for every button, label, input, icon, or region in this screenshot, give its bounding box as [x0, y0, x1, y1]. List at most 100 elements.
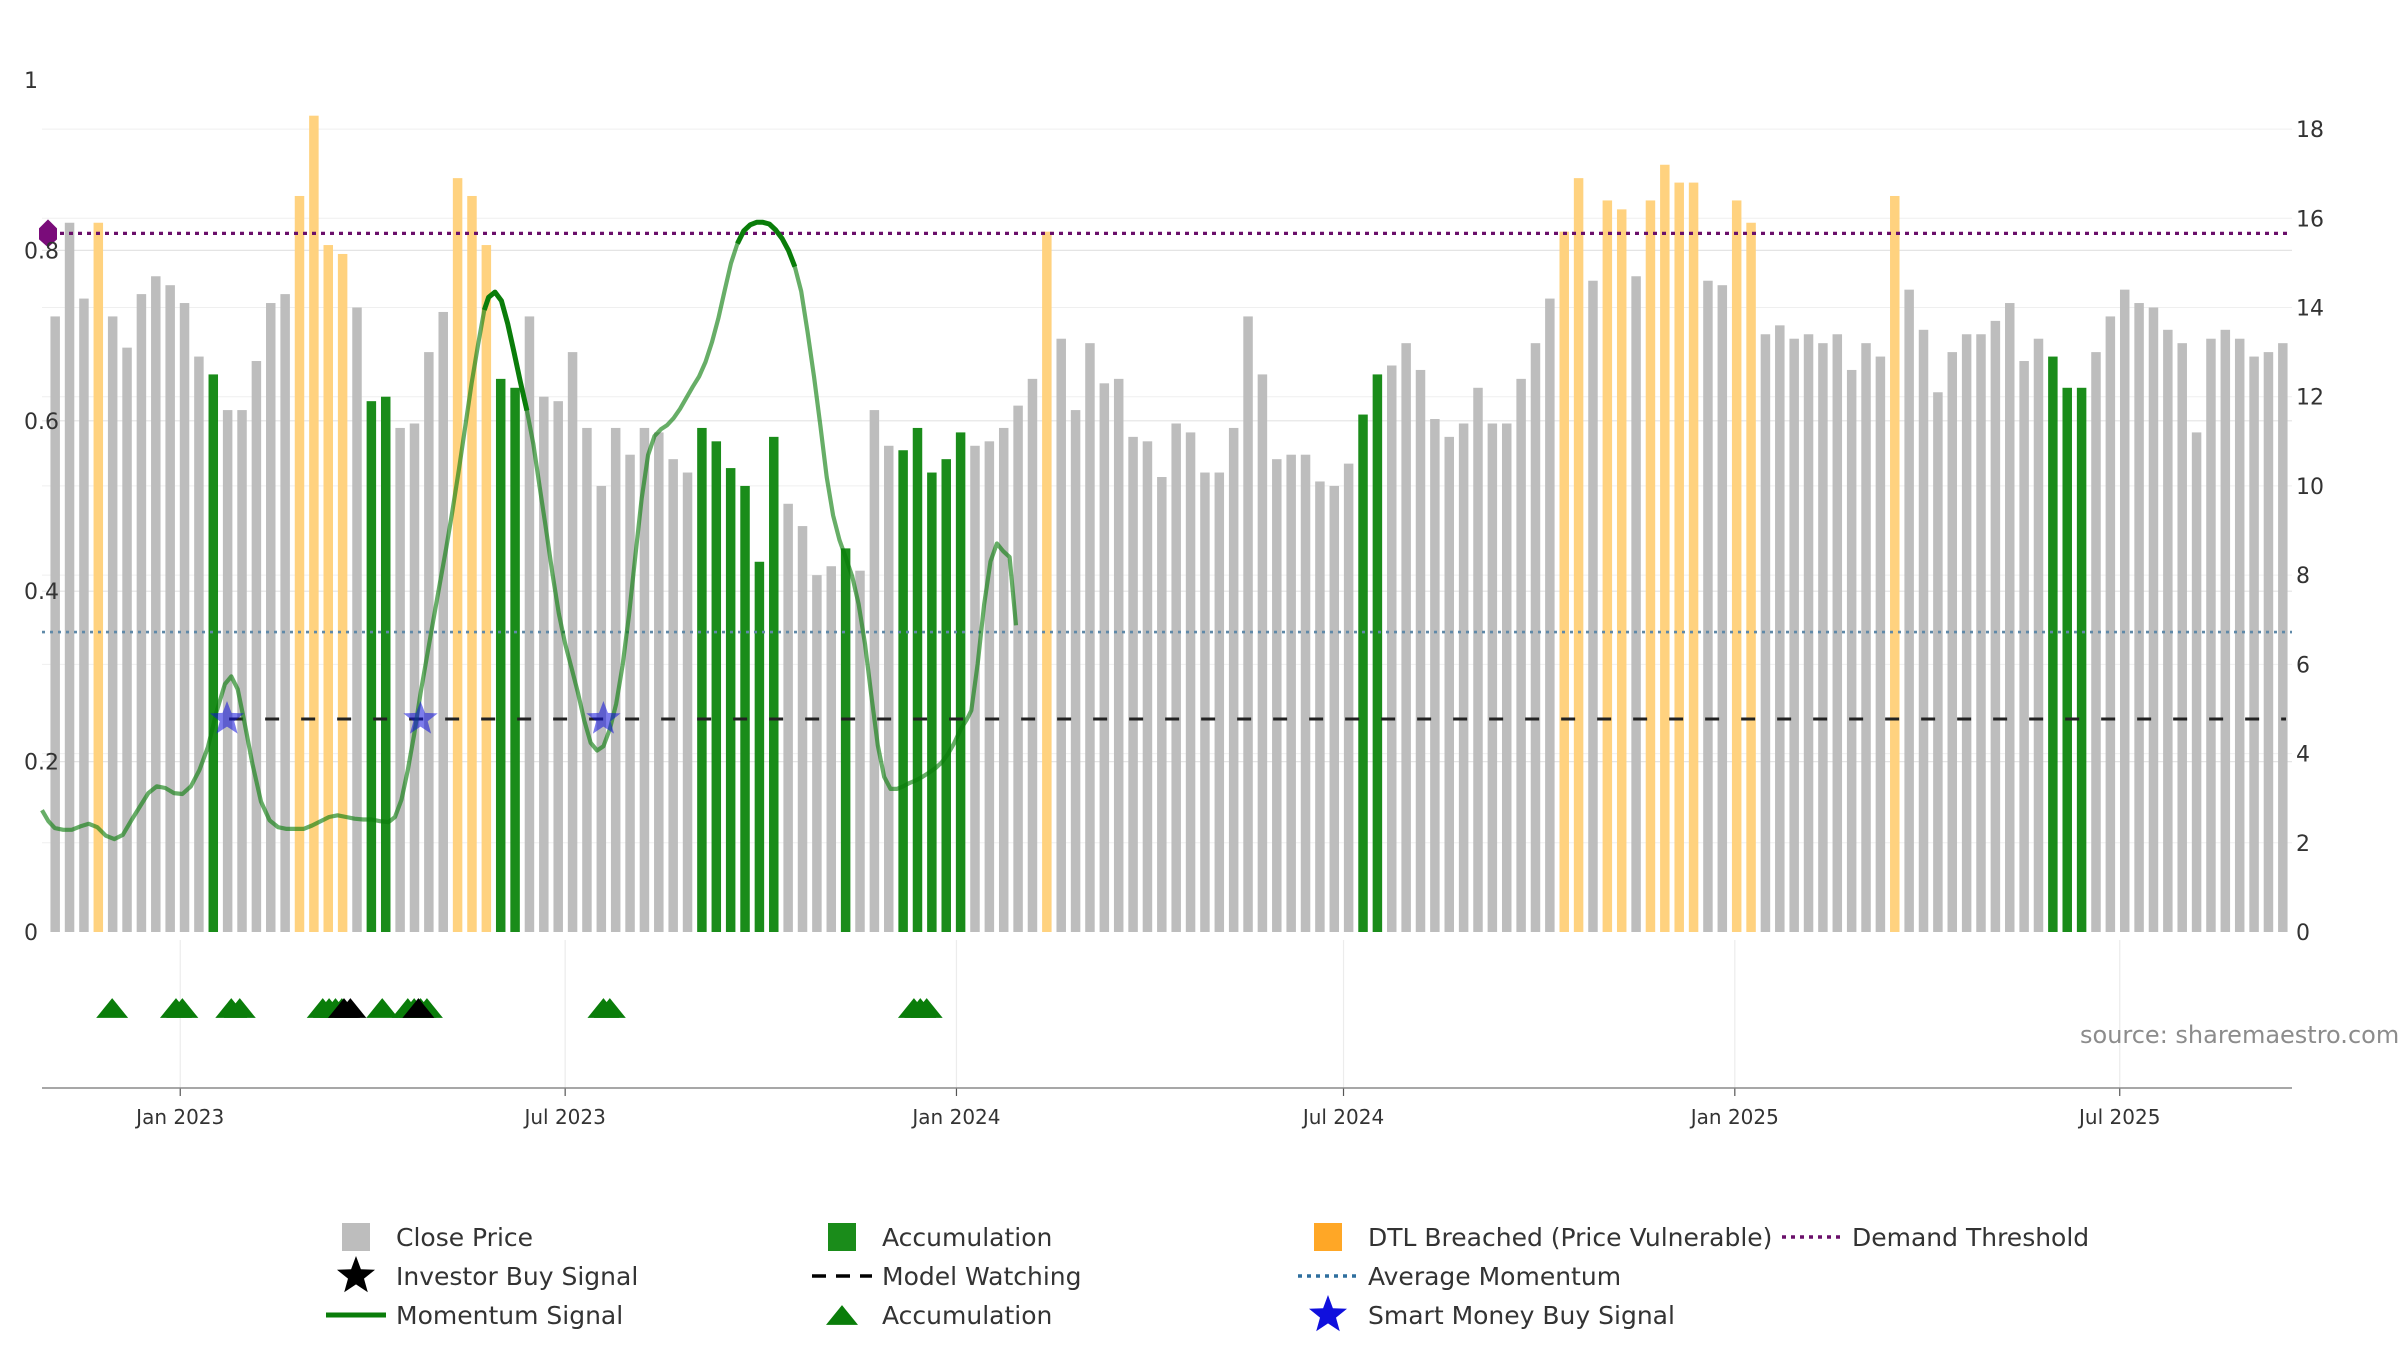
price-bar	[452, 178, 463, 932]
price-bar	[2206, 338, 2216, 933]
left-axis-tick-label: 0.6	[24, 410, 59, 435]
price-bar	[266, 303, 276, 932]
price-bar	[654, 432, 664, 932]
investor-buy-triangle	[402, 998, 435, 1018]
legend-swatch-star	[337, 1256, 375, 1293]
price-bar	[294, 195, 305, 933]
price-bar	[697, 427, 707, 932]
demand-threshold-marker	[39, 219, 57, 248]
price-bar	[754, 561, 765, 932]
price-bar	[208, 374, 219, 932]
right-axis-tick-label: 6	[2296, 653, 2310, 678]
price-bar	[1171, 423, 1181, 932]
price-bar	[510, 387, 520, 932]
price-bar	[625, 454, 635, 932]
price-bar	[984, 441, 995, 932]
momentum-signal-line	[40, 220, 1019, 842]
price-bar	[898, 450, 908, 932]
price-bar	[1401, 343, 1411, 932]
price-bar	[1803, 334, 1814, 932]
price-bar	[2105, 316, 2116, 932]
legend-label: Accumulation	[882, 1223, 1052, 1252]
price-bar	[783, 503, 793, 932]
smart-money-buy-star	[403, 701, 438, 734]
left-axis-tick-label: 0	[24, 921, 38, 946]
price-bar	[1286, 454, 1296, 932]
price-bar	[1760, 334, 1771, 932]
price-bar	[567, 352, 578, 933]
price-bar	[1645, 200, 1656, 932]
momentum-signal-strong-segment	[735, 219, 798, 268]
price-bar	[337, 253, 348, 933]
date-tick-label: Jul 2024	[1301, 1105, 1384, 1129]
price-bar	[2278, 343, 2288, 932]
price-bar	[2033, 338, 2044, 933]
price-bar	[107, 316, 118, 932]
right-axis-tick-label: 16	[2296, 207, 2324, 232]
price-bar	[194, 356, 204, 932]
price-bar	[1430, 419, 1440, 932]
price-bar	[1660, 164, 1670, 932]
indicator-lines	[40, 219, 2292, 842]
price-bar	[1746, 222, 1756, 933]
date-tick-label: Jan 2023	[134, 1105, 224, 1129]
price-bar	[826, 566, 837, 932]
price-bar	[1588, 280, 1598, 933]
accumulation-triangle	[366, 998, 399, 1018]
right-axis-tick-label: 0	[2296, 921, 2310, 946]
price-bar	[136, 294, 147, 932]
legend-label: Model Watching	[882, 1262, 1082, 1291]
price-bar	[1530, 343, 1541, 932]
price-bar	[1717, 285, 1728, 932]
price-bar	[1688, 182, 1699, 933]
price-bar	[1890, 195, 1900, 933]
price-bar	[769, 436, 779, 932]
price-bar	[1703, 280, 1713, 933]
price-bar	[1343, 463, 1354, 932]
price-bar	[1329, 485, 1340, 932]
right-axis-tick-label: 4	[2296, 743, 2310, 768]
price-bar	[840, 548, 851, 932]
source-note: source: sharemaestro.com	[2080, 1021, 2399, 1049]
price-bar	[2249, 356, 2259, 932]
price-bar	[711, 441, 722, 932]
price-bar	[1444, 436, 1454, 932]
signal-markers	[39, 219, 943, 1018]
legend-swatch-triangle	[826, 1305, 858, 1325]
legend-label: Smart Money Buy Signal	[1368, 1301, 1675, 1330]
accumulation-triangle	[593, 998, 626, 1018]
price-bar	[1458, 423, 1469, 932]
price-bar	[1861, 343, 1871, 932]
right-axis-tick-label: 8	[2296, 564, 2310, 589]
price-bars	[50, 115, 2288, 933]
right-axis-tick-label: 12	[2296, 386, 2324, 411]
price-bar	[582, 427, 592, 932]
price-bar	[812, 575, 822, 932]
price-bar	[1731, 200, 1742, 932]
price-bar	[2148, 307, 2159, 932]
price-bar	[1602, 200, 1613, 932]
price-bar	[941, 459, 951, 932]
legend-label: Average Momentum	[1368, 1262, 1621, 1291]
price-bar	[1257, 374, 1268, 932]
price-bar	[1185, 432, 1196, 932]
price-bar	[179, 303, 190, 932]
price-bar	[151, 276, 161, 932]
price-bar	[2220, 329, 2231, 932]
price-bar	[1846, 369, 1857, 932]
price-bar	[524, 316, 535, 932]
price-bar	[2163, 329, 2173, 932]
price-bar	[79, 298, 89, 933]
price-bar	[395, 427, 405, 932]
right-axis-tick-label: 10	[2296, 475, 2324, 500]
legend-label: Momentum Signal	[396, 1301, 623, 1330]
price-bar	[1990, 320, 2001, 932]
price-bar	[884, 445, 894, 932]
price-bar	[50, 316, 60, 932]
price-bar	[740, 485, 750, 932]
price-bar	[1085, 343, 1095, 932]
price-bar	[1933, 392, 1943, 932]
accumulation-triangle	[910, 998, 943, 1018]
price-bar	[438, 311, 448, 933]
